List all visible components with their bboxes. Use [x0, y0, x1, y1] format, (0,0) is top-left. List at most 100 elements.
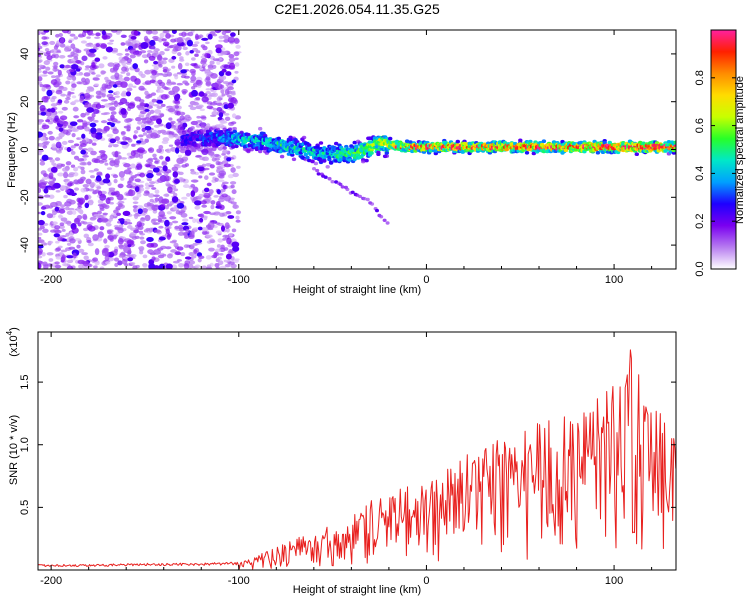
spectrogram-cell — [183, 244, 190, 249]
spectrogram-cell — [66, 210, 74, 215]
spectrogram-cell — [65, 189, 71, 193]
spectrogram-cell — [65, 80, 71, 85]
spectrogram-cell — [80, 40, 87, 44]
spectrogram-cell — [198, 104, 204, 108]
spectrogram-cell — [189, 50, 194, 54]
spectrogram-cell — [56, 49, 61, 52]
spectrogram-cell — [40, 31, 46, 35]
spectrogram-cell — [218, 112, 224, 118]
spectrogram-cell — [188, 216, 194, 220]
spectrogram-cell — [80, 187, 87, 193]
spectrogram-cell — [145, 30, 153, 35]
spectrogram-cell — [303, 152, 308, 157]
spectrogram-cell — [222, 34, 230, 40]
spectrogram-cell — [121, 90, 128, 96]
spectrogram-cell — [38, 138, 41, 141]
spectrogram-cell — [199, 93, 208, 97]
spectrogram-cell — [55, 137, 61, 141]
spectrogram-cell — [113, 100, 119, 108]
spectrogram-cell — [84, 65, 91, 69]
spectrogram-cell — [75, 60, 82, 64]
spectrogram-cell — [182, 218, 189, 222]
spectrogram-cell — [144, 69, 152, 75]
spectrogram-cell — [234, 57, 239, 60]
spectrogram-cell — [42, 70, 48, 75]
spectrogram-cell — [176, 246, 184, 251]
spectrogram-cell — [130, 150, 136, 157]
spectrogram-cell — [191, 89, 198, 97]
spectrogram-cell — [95, 128, 103, 133]
spectrogram-cell — [212, 58, 220, 62]
spectrogram-cell — [230, 121, 237, 125]
spectrogram-cell — [384, 154, 389, 158]
spectrogram-cell — [129, 232, 137, 237]
spectrogram-cell — [149, 79, 156, 84]
spectrogram-cell — [221, 68, 227, 73]
spectrogram-cell — [236, 165, 241, 169]
spectrogram-cell — [127, 189, 136, 197]
spectrogram-cell — [171, 65, 176, 69]
spectrogram-cell — [143, 35, 149, 42]
spectrogram-cell — [38, 248, 43, 254]
spectrogram-cell — [307, 158, 312, 163]
spectrogram-cell — [90, 216, 98, 220]
spectrogram-cell — [132, 205, 138, 209]
spectrogram-cell — [108, 90, 114, 94]
spectrogram-cell — [126, 124, 131, 131]
spectrogram-cell — [220, 188, 226, 193]
spectrogram-cell — [55, 264, 61, 268]
spectrogram-cell — [159, 32, 165, 38]
spectrogram-cell — [231, 113, 237, 119]
spectrogram-cell — [134, 78, 141, 85]
spectrogram-cell — [56, 81, 62, 86]
spectrogram-cell — [79, 95, 85, 101]
spectrogram-cell — [376, 152, 381, 156]
spectrogram-cell — [114, 80, 123, 85]
spectrogram-cell — [63, 64, 72, 69]
spectrogram-cell — [118, 170, 125, 178]
spectrogram-cell — [53, 45, 59, 51]
spectrogram-cell — [157, 86, 162, 90]
spectrogram-cell — [165, 33, 171, 39]
spectrogram-cell — [38, 227, 42, 231]
spectrogram-cell — [227, 215, 235, 219]
spectrogram-cell — [182, 90, 187, 95]
spectrogram-cell — [290, 153, 295, 157]
spectrogram-cell — [142, 207, 148, 213]
spectrogram-cell — [118, 218, 125, 222]
spectrogram-cell — [118, 224, 124, 228]
spectrogram-cell — [211, 147, 217, 152]
spectrogram-cell — [191, 57, 196, 61]
spectrogram-y-ticks: -40 -20 0 20 40 — [19, 48, 676, 253]
spectrogram-cell — [222, 149, 228, 154]
spectrogram-cell — [72, 106, 79, 112]
spectrogram-cell — [183, 145, 189, 149]
spectrogram-cell — [182, 80, 188, 85]
spectrogram-cell — [120, 176, 125, 181]
spectrogram-cell — [190, 126, 195, 130]
spectrogram-cell — [63, 129, 69, 135]
spectrogram-cell — [158, 225, 164, 229]
spectrogram-cell — [84, 126, 90, 132]
spectrogram-cell — [137, 208, 143, 215]
spectrogram-cell — [318, 141, 324, 145]
spectrogram-cell — [113, 257, 120, 262]
spectrogram-cell — [367, 136, 373, 140]
spectrogram-cell — [107, 235, 114, 241]
spectrogram-cell — [82, 30, 91, 33]
spectrogram-cell — [224, 116, 231, 121]
spectrogram-cell — [124, 118, 131, 123]
spectrogram-cell — [144, 214, 151, 222]
spectrogram-cell — [99, 226, 105, 231]
spectrogram-cell — [109, 160, 116, 167]
spectrogram-cell — [38, 64, 44, 68]
spectrogram-cell — [86, 224, 93, 231]
spectrogram-cell — [313, 161, 319, 166]
snr-background — [38, 332, 676, 570]
spectrogram-cell — [215, 230, 223, 235]
spectrogram-cell — [97, 210, 102, 215]
spectrogram-cell — [38, 42, 41, 48]
spectrogram-cell — [50, 185, 56, 191]
spectrogram-cell — [64, 201, 72, 207]
spectrogram-cell — [350, 190, 355, 194]
